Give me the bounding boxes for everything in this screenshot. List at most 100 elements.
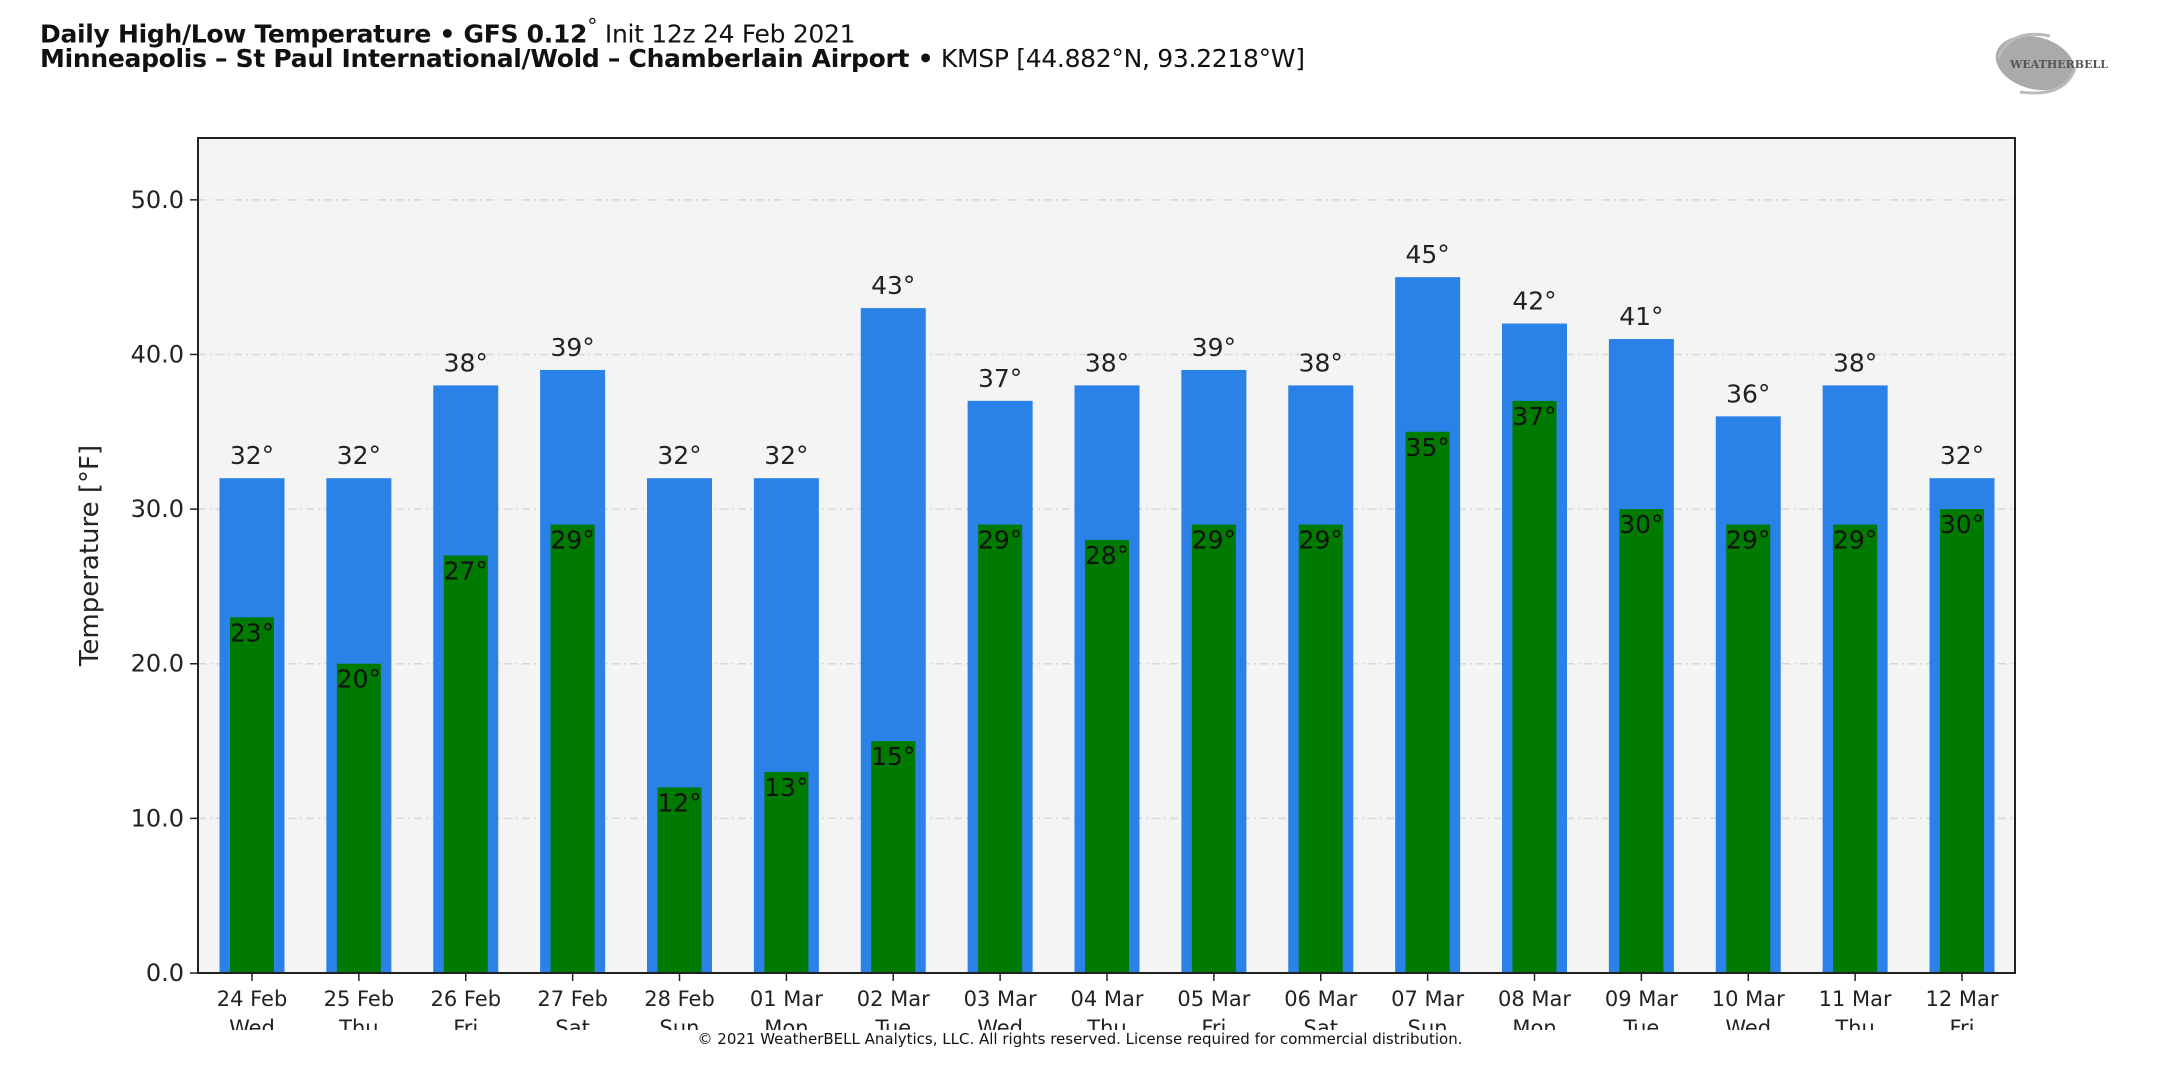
low-bar — [1405, 431, 1450, 974]
x-tick-label-weekday: Fri — [1201, 1016, 1226, 1030]
subtitle-station: Minneapolis – St Paul International/Wold… — [40, 44, 934, 73]
high-label: 32° — [230, 441, 274, 470]
y-tick-label: 30.0 — [131, 495, 184, 523]
low-label: 12° — [657, 788, 701, 817]
weatherbell-logo: WEATHERBELL — [1995, 32, 2108, 95]
low-label: 15° — [871, 742, 915, 771]
high-label: 39° — [1192, 333, 1236, 362]
low-bar — [871, 741, 916, 973]
low-bar — [1191, 524, 1236, 973]
x-tick-label-weekday: Sun — [1408, 1016, 1448, 1030]
low-bar — [1085, 540, 1129, 973]
x-tick-label-weekday: Fri — [453, 1016, 478, 1030]
x-tick-label-date: 01 Mar — [750, 987, 823, 1011]
y-tick-label: 40.0 — [131, 340, 184, 368]
low-bar — [1298, 524, 1343, 973]
low-bar — [443, 555, 488, 973]
x-tick-label-weekday: Sat — [555, 1016, 589, 1030]
x-tick-label-weekday: Mon — [764, 1016, 808, 1030]
high-label: 38° — [1085, 348, 1129, 377]
low-label: 30° — [1619, 510, 1663, 539]
low-label: 29° — [1192, 526, 1236, 555]
x-tick-label-date: 10 Mar — [1712, 987, 1785, 1011]
title-init: Init 12z 24 Feb 2021 — [597, 19, 856, 49]
x-tick-label-weekday: Mon — [1512, 1016, 1556, 1030]
x-tick-label-date: 07 Mar — [1391, 987, 1464, 1011]
subtitle-coords: KMSP [44.882°N, 93.2218°W] — [933, 44, 1305, 73]
title-bold: Daily High/Low Temperature • GFS 0.12 — [40, 19, 588, 49]
y-tick-label: 20.0 — [131, 650, 184, 678]
x-tick-label-weekday: Tue — [1622, 1016, 1659, 1030]
x-tick-label-date: 06 Mar — [1284, 987, 1357, 1011]
high-label: 36° — [1726, 379, 1770, 408]
x-tick-label-weekday: Sun — [660, 1016, 700, 1030]
plot-frame — [197, 137, 2016, 974]
high-label: 43° — [871, 271, 915, 300]
copyright: © 2021 WeatherBELL Analytics, LLC. All r… — [697, 1030, 1463, 1048]
low-label: 20° — [337, 665, 381, 694]
low-bar — [978, 524, 1023, 973]
x-tick-label-date: 04 Mar — [1070, 987, 1143, 1011]
x-tick-label-date: 25 Feb — [324, 987, 395, 1011]
x-tick-label-weekday: Wed — [229, 1016, 275, 1030]
x-tick-label-weekday: Thu — [1086, 1016, 1126, 1030]
x-tick-label-date: 24 Feb — [217, 987, 288, 1011]
high-label: 41° — [1619, 302, 1663, 331]
high-label: 32° — [337, 441, 381, 470]
y-tick-label: 10.0 — [131, 804, 184, 832]
low-label: 30° — [1940, 510, 1984, 539]
low-bar — [657, 787, 702, 973]
low-bar — [1726, 524, 1771, 973]
x-tick-label-date: 09 Mar — [1605, 987, 1678, 1011]
x-tick-label-weekday: Thu — [1834, 1016, 1874, 1030]
high-label: 45° — [1405, 240, 1449, 269]
x-tick-label-weekday: Wed — [1725, 1016, 1771, 1030]
low-bar — [764, 771, 809, 973]
x-tick-label-date: 11 Mar — [1819, 987, 1892, 1011]
x-tick-label-weekday: Sat — [1304, 1016, 1338, 1030]
low-label: 29° — [1726, 526, 1770, 555]
high-label: 38° — [444, 348, 488, 377]
high-label: 42° — [1512, 287, 1556, 316]
low-bar — [1619, 509, 1664, 973]
low-label: 23° — [230, 618, 274, 647]
high-label: 37° — [978, 364, 1022, 393]
high-label: 32° — [657, 441, 701, 470]
x-tick-label-date: 26 Feb — [430, 987, 501, 1011]
low-label: 29° — [550, 526, 594, 555]
x-tick-label-date: 03 Mar — [964, 987, 1037, 1011]
chart-title: Daily High/Low Temperature • GFS 0.12° I… — [40, 14, 856, 49]
x-tick-label-weekday: Wed — [977, 1016, 1023, 1030]
low-label: 29° — [1299, 526, 1343, 555]
low-bar — [1512, 400, 1557, 973]
low-label: 27° — [444, 557, 488, 586]
high-label: 38° — [1833, 348, 1877, 377]
y-tick-label: 50.0 — [131, 186, 184, 214]
high-label: 32° — [1940, 441, 1984, 470]
x-tick-label-weekday: Tue — [874, 1016, 911, 1030]
y-axis-label: Temperature [°F] — [75, 445, 105, 667]
low-label: 28° — [1085, 541, 1129, 570]
low-bar — [550, 524, 595, 973]
low-label: 29° — [1833, 526, 1877, 555]
low-bar — [1940, 509, 1984, 973]
x-tick-label-weekday: Fri — [1949, 1016, 1974, 1030]
chart-subtitle: Minneapolis – St Paul International/Wold… — [40, 44, 1305, 73]
low-label: 37° — [1512, 402, 1556, 431]
high-label: 38° — [1299, 348, 1343, 377]
low-label: 29° — [978, 526, 1022, 555]
high-label: 32° — [764, 441, 808, 470]
x-tick-label-date: 27 Feb — [537, 987, 608, 1011]
x-tick-label-date: 08 Mar — [1498, 987, 1571, 1011]
svg-text:WEATHERBELL: WEATHERBELL — [2009, 58, 2108, 71]
low-bar — [336, 663, 381, 973]
x-tick-label-date: 28 Feb — [644, 987, 715, 1011]
low-label: 13° — [764, 773, 808, 802]
title-degree: ° — [587, 14, 598, 38]
temperature-chart: 0.0 10.0 20.0 30.0 40.0 50.0 32° 23° 24 Feb Wed 32… — [75, 137, 2016, 1030]
low-label: 35° — [1405, 433, 1449, 462]
x-tick-label-date: 05 Mar — [1177, 987, 1250, 1011]
low-bar — [1833, 524, 1878, 973]
x-tick-label-date: 12 Mar — [1925, 987, 1998, 1011]
x-tick-label-weekday: Thu — [338, 1016, 378, 1030]
